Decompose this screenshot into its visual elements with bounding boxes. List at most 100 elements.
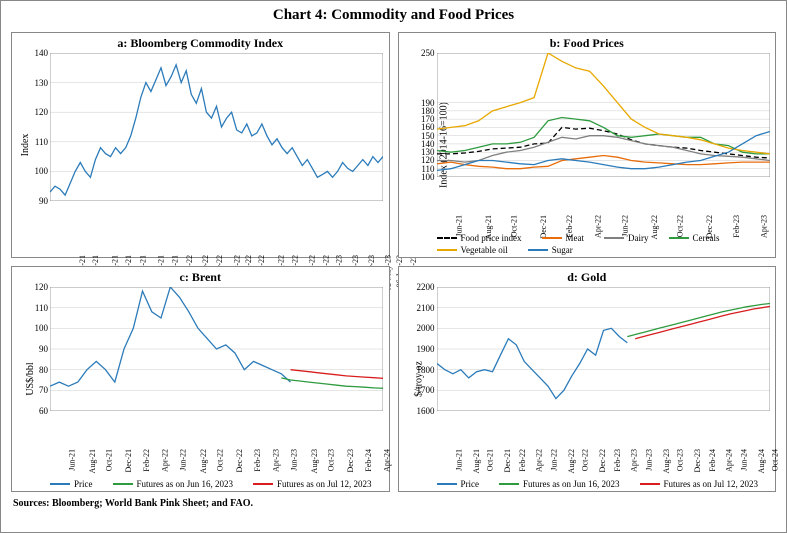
y-ticks: 1600170018001900200021002200 bbox=[413, 287, 435, 411]
legend-item: Price bbox=[50, 479, 93, 489]
y-tick-label: 80 bbox=[26, 365, 48, 375]
x-tick-label: Apr-22 bbox=[534, 449, 543, 472]
plot-area bbox=[437, 287, 770, 411]
panel-b: b: Food PricesIndex (2014-16=100)1001101… bbox=[398, 32, 777, 258]
x-tick-label: Aug-22 bbox=[199, 449, 208, 473]
chart-svg bbox=[437, 287, 770, 411]
y-tick-label: 2100 bbox=[413, 303, 435, 313]
y-tick-label: 1700 bbox=[413, 385, 435, 395]
legend: Price Futures as on Jun 16, 2023 Futures a… bbox=[437, 479, 770, 489]
x-tick-label: Aug-21 bbox=[472, 449, 481, 473]
legend-swatch bbox=[253, 483, 273, 485]
x-tick-label: Apr-22 bbox=[161, 449, 170, 472]
legend-swatch bbox=[437, 237, 457, 239]
x-tick-label: Apr-24 bbox=[382, 449, 391, 472]
x-tick-label: Feb-24 bbox=[708, 449, 717, 472]
chart-svg bbox=[437, 53, 770, 177]
panel-title: a: Bloomberg Commodity Index bbox=[12, 33, 389, 53]
legend-label: Futures as on Jun 16, 2023 bbox=[523, 479, 620, 489]
y-ticks: 60708090100110120 bbox=[26, 287, 48, 411]
legend-swatch bbox=[528, 249, 548, 251]
legend-label: Dairy bbox=[628, 233, 649, 243]
x-tick-label: Oct-21 bbox=[105, 449, 114, 471]
series-line bbox=[635, 306, 770, 338]
legend-label: Futures as on Jul 12, 2023 bbox=[664, 479, 759, 489]
series-line bbox=[437, 136, 770, 162]
x-tick-label: Jun-23 bbox=[644, 449, 653, 471]
x-tick-label: Dec-21 bbox=[124, 449, 133, 473]
legend-item: Meat bbox=[542, 233, 585, 243]
legend-item: Futures as on Jul 12, 2023 bbox=[640, 479, 759, 489]
x-tick-label: Apr-24 bbox=[724, 449, 733, 472]
legend-label: Futures as on Jul 12, 2023 bbox=[277, 479, 372, 489]
sources-footnote: Sources: Bloomberg; World Bank Pink Shee… bbox=[1, 492, 786, 511]
legend-label: Price bbox=[74, 479, 93, 489]
legend-item: Futures as on Jul 12, 2023 bbox=[253, 479, 372, 489]
series-line bbox=[437, 328, 627, 398]
legend-label: Food price index bbox=[461, 233, 522, 243]
x-tick-label: Jun-24 bbox=[739, 449, 748, 471]
x-tick-label: Apr-23 bbox=[629, 449, 638, 472]
x-tick-label: Feb-24 bbox=[364, 449, 373, 472]
legend-swatch bbox=[604, 237, 624, 239]
y-tick-label: 110 bbox=[26, 303, 48, 313]
x-ticks: 01-Jun-2106-Jul-2110-Aug-2114-Sep-2119-O… bbox=[50, 203, 383, 255]
y-tick-label: 100 bbox=[26, 323, 48, 333]
y-ticks: 100110120130140150160170180190250 bbox=[413, 53, 435, 177]
series-line bbox=[437, 132, 770, 171]
panel-title: b: Food Prices bbox=[399, 33, 776, 53]
legend: PriceFutures as on Jun 16, 2023Futures a… bbox=[50, 479, 383, 489]
y-tick-label: 110 bbox=[26, 137, 48, 147]
x-ticks: Jun-21Aug-21Oct-21Dec-21Feb-22Apr-22Jun-… bbox=[437, 179, 770, 215]
x-tick-label: Dec-23 bbox=[346, 449, 355, 473]
y-tick-label: 250 bbox=[413, 48, 435, 58]
x-tick-label: Jun-22 bbox=[178, 449, 187, 471]
legend-item: Price bbox=[437, 479, 480, 489]
legend-label: Price bbox=[461, 479, 480, 489]
y-tick-label: 90 bbox=[26, 344, 48, 354]
x-ticks: Jun-21Aug-21Oct-21Dec-21Feb-22Apr-22Jun-… bbox=[437, 413, 770, 449]
x-tick-label: Dec-23 bbox=[693, 449, 702, 473]
x-tick-label: Aug-23 bbox=[310, 449, 319, 473]
plot-area bbox=[50, 53, 383, 201]
legend-label: Vegetable oil bbox=[461, 245, 508, 255]
legend-swatch bbox=[437, 249, 457, 251]
y-ticks: 90100110120130140 bbox=[26, 53, 48, 201]
y-tick-label: 120 bbox=[26, 282, 48, 292]
y-tick-label: 2200 bbox=[413, 282, 435, 292]
legend: Food price index Meat Dairy Cereals Vegetabl… bbox=[437, 233, 770, 255]
chart-svg bbox=[50, 53, 383, 201]
legend-label: Meat bbox=[566, 233, 585, 243]
y-tick-label: 130 bbox=[26, 78, 48, 88]
plot-area bbox=[437, 53, 770, 177]
x-tick-label: Dec-21 bbox=[503, 449, 512, 473]
x-tick-label: Aug-24 bbox=[757, 449, 766, 473]
panel-title: d: Gold bbox=[399, 267, 776, 287]
x-tick-label: Oct-23 bbox=[326, 449, 335, 471]
x-tick-label: Dec-22 bbox=[598, 449, 607, 473]
legend-item: Food price index bbox=[437, 233, 522, 243]
y-tick-label: 60 bbox=[26, 406, 48, 416]
y-tick-label: 190 bbox=[413, 98, 435, 108]
x-tick-label: Dec-22 bbox=[235, 449, 244, 473]
legend-swatch bbox=[499, 483, 519, 485]
x-tick-label: Aug-21 bbox=[88, 449, 97, 473]
legend-swatch bbox=[542, 237, 562, 239]
legend-swatch bbox=[437, 483, 457, 485]
x-ticks: Jun-21Aug-21Oct-21Dec-21Feb-22Apr-22Jun-… bbox=[50, 413, 383, 449]
legend-label: Cereals bbox=[693, 233, 720, 243]
y-tick-label: 70 bbox=[26, 385, 48, 395]
x-tick-label: Apr-23 bbox=[272, 449, 281, 472]
series-line bbox=[281, 378, 383, 388]
series-line bbox=[437, 53, 770, 154]
x-tick-label: Jun-23 bbox=[289, 449, 298, 471]
y-tick-label: 140 bbox=[26, 48, 48, 58]
y-tick-label: 2000 bbox=[413, 323, 435, 333]
legend-swatch bbox=[113, 483, 133, 485]
x-tick-label: Oct-22 bbox=[581, 449, 590, 471]
main-title: Chart 4: Commodity and Food Prices bbox=[1, 1, 786, 28]
x-tick-label: Feb-22 bbox=[518, 449, 527, 472]
panel-title: c: Brent bbox=[12, 267, 389, 287]
y-tick-label: 100 bbox=[26, 166, 48, 176]
x-tick-label: Feb-23 bbox=[253, 449, 262, 472]
